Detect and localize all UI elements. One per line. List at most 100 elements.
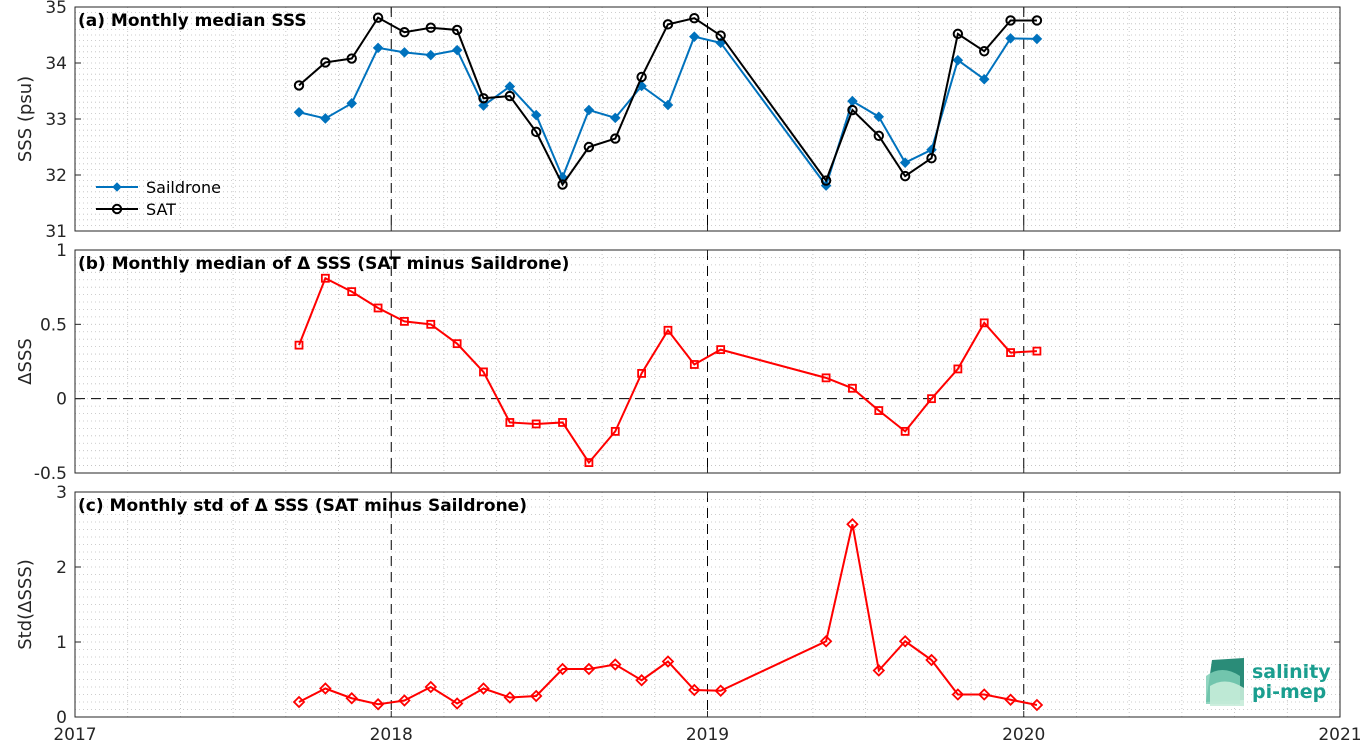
data-point — [1005, 15, 1016, 26]
data-point — [400, 316, 409, 326]
data-point — [1031, 33, 1043, 45]
data-point — [424, 680, 438, 694]
data-point — [319, 682, 332, 695]
data-point — [926, 153, 937, 164]
data-point — [952, 54, 964, 66]
data-point — [872, 664, 886, 677]
data-point — [346, 98, 357, 109]
y-tick-label: 1 — [56, 241, 67, 261]
series-delta — [294, 273, 1042, 467]
series-line — [298, 524, 1038, 706]
series-sat — [293, 12, 1043, 190]
data-point — [873, 130, 885, 142]
data-point — [953, 364, 963, 374]
data-point — [689, 31, 700, 42]
grid — [75, 492, 1340, 717]
grid — [75, 7, 1340, 231]
data-point — [529, 689, 543, 703]
data-point — [347, 287, 357, 297]
data-point — [979, 318, 989, 328]
data-point — [1006, 348, 1015, 357]
data-point — [874, 406, 884, 415]
data-point — [452, 339, 462, 349]
data-point — [610, 426, 620, 436]
data-point — [399, 47, 410, 58]
y-tick-label: 34 — [45, 54, 67, 74]
data-point — [715, 37, 726, 49]
y-axis-label: ΔSSS — [15, 338, 36, 385]
panel-title: (a) Monthly median SSS — [78, 11, 307, 31]
logo-line-pi-mep: pi-mep — [1252, 681, 1326, 703]
data-point — [399, 27, 410, 38]
data-point — [610, 133, 621, 144]
series-delta — [292, 517, 1044, 712]
y-tick-label: 0 — [56, 390, 67, 410]
data-point — [530, 109, 542, 121]
data-point — [373, 303, 383, 313]
data-point — [293, 107, 305, 118]
data-point — [451, 44, 463, 56]
data-point — [1030, 698, 1044, 712]
data-point — [372, 42, 384, 54]
panel-b-delta-sss: -0.5 0 0.5 1 ΔSSS (b) Monthly median of Δ SSS… — [15, 241, 1341, 484]
data-point — [978, 73, 990, 85]
y-tick-label: 31 — [45, 222, 67, 242]
data-point — [820, 175, 832, 186]
data-point — [927, 394, 936, 404]
data-point — [293, 80, 305, 91]
data-point — [716, 345, 726, 355]
y-tick-label: 2 — [56, 558, 67, 578]
y-tick-label: 0 — [56, 708, 67, 728]
logo-waves-icon — [1206, 658, 1244, 706]
x-tick-label: 2019 — [686, 725, 729, 745]
data-point — [479, 367, 488, 377]
panel-title: (c) Monthly std of Δ SSS (SAT minus Sail… — [78, 496, 527, 516]
x-tick-label: 2021 — [1318, 725, 1361, 745]
data-point — [372, 12, 384, 23]
data-point — [898, 634, 912, 648]
legend: Saildrone SAT — [96, 178, 221, 219]
data-point — [503, 691, 517, 704]
data-point — [1031, 15, 1043, 26]
x-tick-label: 2017 — [53, 725, 96, 745]
y-axis-label: SSS (psu) — [15, 76, 36, 162]
data-point — [398, 694, 411, 707]
data-point — [608, 658, 622, 671]
data-point — [582, 662, 596, 676]
data-point — [662, 19, 674, 30]
data-point — [899, 170, 911, 182]
data-point — [477, 682, 490, 695]
data-point — [320, 273, 330, 283]
data-point — [530, 126, 542, 138]
x-tick-label: 2020 — [1002, 725, 1045, 745]
legend-label: SAT — [146, 200, 176, 219]
data-point — [425, 22, 436, 33]
data-point — [531, 419, 541, 429]
data-point — [558, 418, 567, 427]
data-point — [819, 634, 833, 648]
data-point — [320, 113, 331, 124]
y-tick-label: 33 — [45, 110, 67, 130]
panel-c-std-delta-sss: 0 1 2 3 2017 2018 2019 2020 2021 Std(ΔSSS) (c) Mon… — [15, 483, 1362, 745]
y-tick-label: -0.5 — [34, 464, 67, 484]
data-point — [320, 57, 331, 68]
y-tick-label: 3 — [56, 483, 67, 503]
data-point — [450, 697, 464, 710]
data-point — [689, 360, 699, 369]
data-point — [925, 653, 938, 667]
data-point — [584, 458, 594, 467]
x-tick-label: 2018 — [370, 725, 413, 745]
data-point — [635, 673, 648, 687]
panel-title: (b) Monthly median of Δ SSS (SAT minus S… — [78, 254, 569, 274]
data-point — [979, 46, 990, 57]
data-point — [848, 383, 857, 393]
data-point — [977, 688, 991, 701]
data-point — [1032, 346, 1042, 356]
data-point — [847, 104, 858, 116]
data-point — [873, 111, 885, 123]
data-point — [583, 104, 595, 116]
series-saildrone — [293, 31, 1043, 191]
data-point — [689, 13, 700, 24]
data-point — [661, 655, 675, 668]
